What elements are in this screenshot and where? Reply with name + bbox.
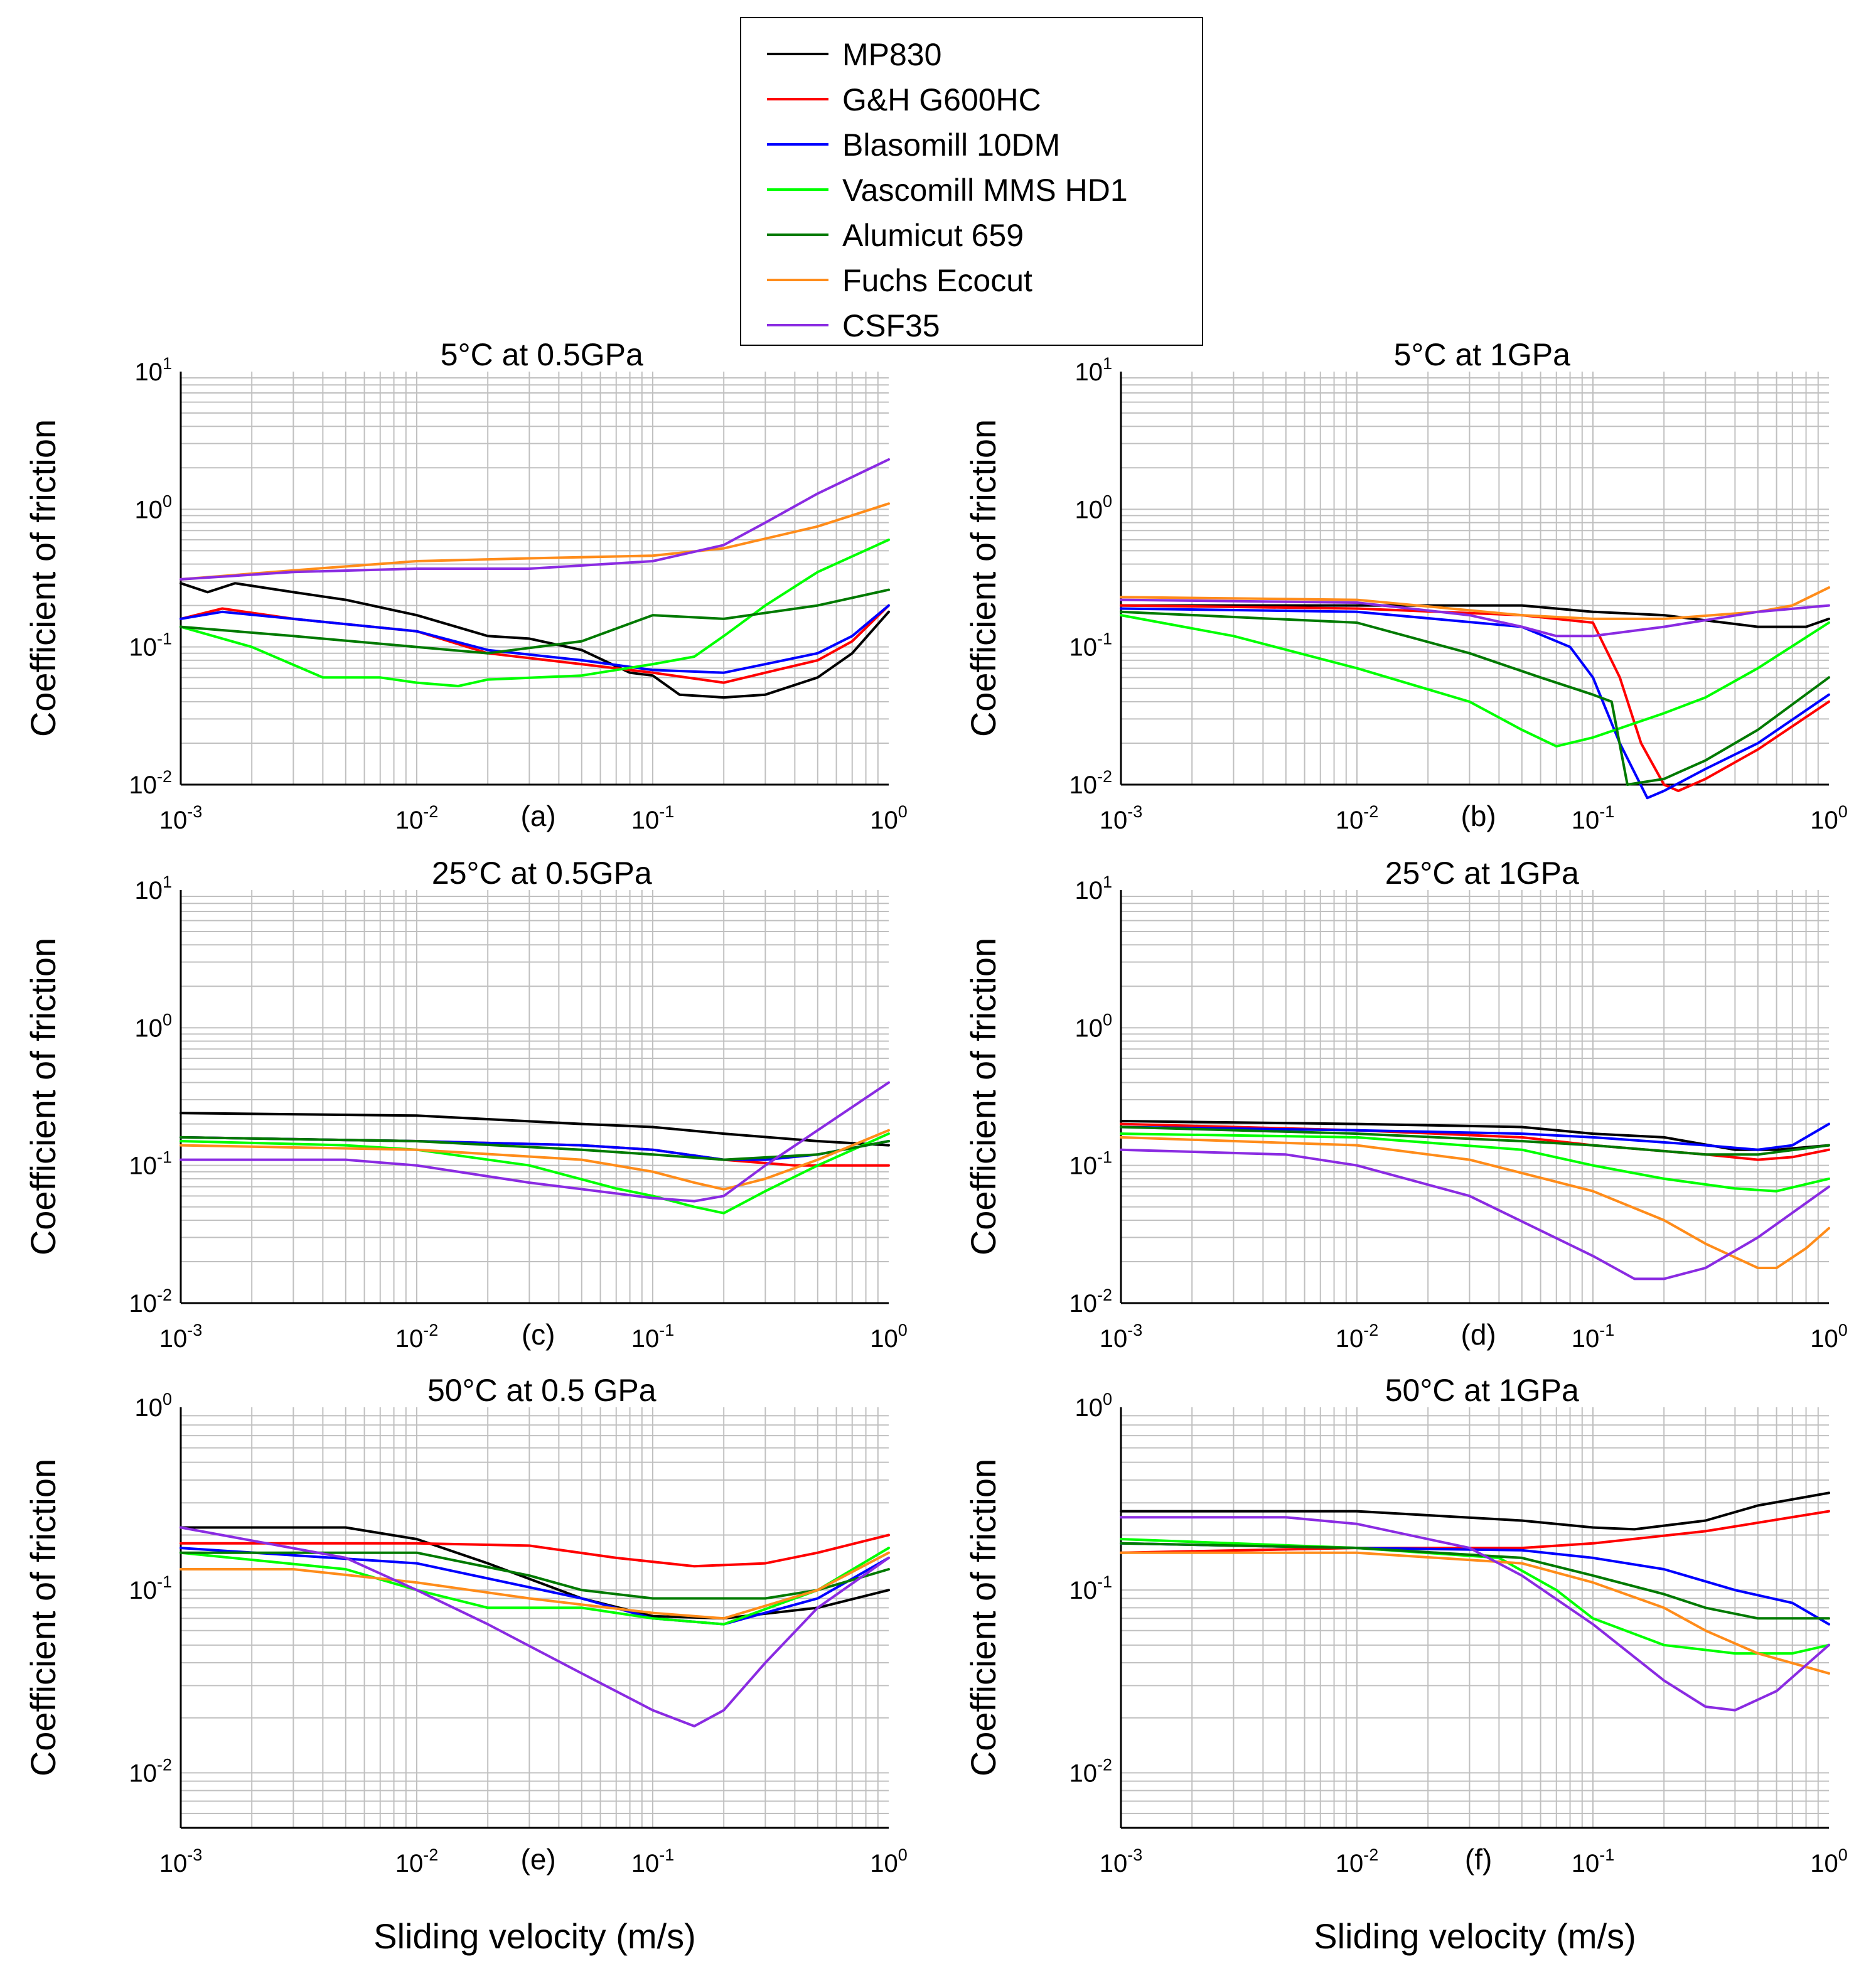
series-line-g-h-g600hc [1120, 604, 1830, 792]
legend-entry: Fuchs Ecocut [767, 263, 1032, 298]
series-lines [180, 1081, 890, 1215]
series-line-mp830 [180, 582, 890, 699]
panel-title: 50°C at 1GPa [1385, 1373, 1579, 1408]
panel-letter: (a) [521, 800, 556, 832]
series-line-g-h-g600hc [180, 1533, 890, 1568]
series-line-vascomill-mms-hd1 [180, 539, 890, 687]
series-line-mp830 [180, 1112, 890, 1147]
legend-label-blasomill-10dm: Blasomill 10DM [842, 127, 1060, 163]
legend-label-gh-g600hc: G&H G600HC [842, 82, 1041, 117]
series-line-g-h-g600hc [1120, 1510, 1830, 1554]
series-line-blasomill-10dm [1120, 1542, 1830, 1626]
panel-letter: (b) [1461, 800, 1496, 832]
series-lines [180, 1526, 890, 1727]
legend: MP830 G&H G600HC Blasomill 10DM Vascomil… [740, 17, 1203, 346]
series-line-fuchs-ecocut [1120, 1551, 1830, 1675]
panel-title: 25°C at 1GPa [1385, 856, 1579, 891]
series-line-fuchs-ecocut [1120, 1135, 1830, 1269]
series-line-fuchs-ecocut [180, 1551, 890, 1620]
x-tick-label: 10-2 [395, 1321, 439, 1353]
series-line-csf35 [180, 458, 890, 581]
series-line-alumicut-659 [1120, 1125, 1830, 1156]
legend-label-alumicut-659: Alumicut 659 [842, 218, 1024, 253]
series-line-alumicut-659 [180, 1135, 890, 1161]
x-tick-label: 10-2 [1336, 1321, 1379, 1353]
series-line-alumicut-659 [1120, 610, 1830, 786]
series-line-csf35 [1120, 598, 1830, 638]
legend-label-fuchs-ecocut: Fuchs Ecocut [842, 263, 1032, 298]
series-line-csf35 [180, 1081, 890, 1203]
panel-letter: (c) [522, 1318, 555, 1351]
y-axis-label: Coefficient of friction [963, 419, 1003, 737]
y-tick-label: 10-2 [1069, 767, 1112, 799]
series-line-mp830 [1120, 1491, 1830, 1531]
x-tick-label: 10-3 [159, 1321, 203, 1353]
legend-entry: Vascomill MMS HD1 [767, 173, 1128, 208]
legend-entry: CSF35 [767, 308, 940, 343]
series-line-blasomill-10dm [180, 604, 890, 674]
panel-title: 5°C at 0.5GPa [441, 337, 643, 372]
y-axis-label: Coefficient of friction [23, 419, 63, 737]
series-line-fuchs-ecocut [180, 502, 890, 581]
series-line-alumicut-659 [180, 588, 890, 655]
series-lines [180, 458, 890, 699]
panel-letter: (f) [1465, 1843, 1492, 1876]
y-axis-label: Coefficient of friction [23, 1459, 63, 1776]
series-line-csf35 [1120, 1516, 1830, 1712]
panel-title: 25°C at 0.5GPa [432, 856, 652, 891]
series-line-mp830 [1120, 1120, 1830, 1151]
y-tick-label: 100 [134, 1390, 172, 1422]
legend-entry: Blasomill 10DM [767, 127, 1060, 163]
y-tick-label: 100 [134, 491, 172, 523]
y-axis-label: Coefficient of friction [963, 1459, 1003, 1776]
panel-title: 5°C at 1GPa [1394, 337, 1570, 372]
series-line-fuchs-ecocut [1120, 586, 1830, 620]
legend-label-mp830: MP830 [842, 37, 941, 72]
series-line-vascomill-mms-hd1 [1120, 614, 1830, 748]
grid [180, 372, 889, 785]
series-line-fuchs-ecocut [180, 1129, 890, 1191]
grid [180, 890, 889, 1304]
series-line-csf35 [1120, 1148, 1830, 1280]
legend-entry: MP830 [767, 37, 941, 72]
grid [1120, 890, 1829, 1304]
x-axis-label: Sliding velocity (m/s) [1314, 1916, 1636, 1956]
series-line-vascomill-mms-hd1 [1120, 1132, 1830, 1193]
y-axis-label: Coefficient of friction [963, 938, 1003, 1255]
legend-entry: Alumicut 659 [767, 218, 1024, 253]
series-line-mp830 [180, 1526, 890, 1620]
legend-box [740, 17, 1203, 346]
panel-letter: (d) [1461, 1318, 1496, 1351]
series-line-csf35 [180, 1526, 890, 1727]
series-lines [1120, 1120, 1830, 1280]
grid [180, 1407, 889, 1828]
legend-label-vascomill-mms-hd1: Vascomill MMS HD1 [842, 173, 1128, 208]
panel-letter: (e) [521, 1843, 556, 1876]
legend-label-csf35: CSF35 [842, 308, 940, 343]
y-axis-label: Coefficient of friction [23, 938, 63, 1255]
series-lines [1120, 586, 1830, 800]
series-line-alumicut-659 [1120, 1542, 1830, 1620]
panel-title: 50°C at 0.5 GPa [427, 1373, 657, 1408]
x-tick-label: 10-3 [1100, 1321, 1143, 1353]
series-line-blasomill-10dm [1120, 1122, 1830, 1151]
legend-entry: G&H G600HC [767, 82, 1041, 117]
grid [1120, 372, 1829, 785]
x-axis-label: Sliding velocity (m/s) [373, 1916, 695, 1956]
grid [1120, 1407, 1829, 1828]
series-lines [1120, 1491, 1830, 1712]
